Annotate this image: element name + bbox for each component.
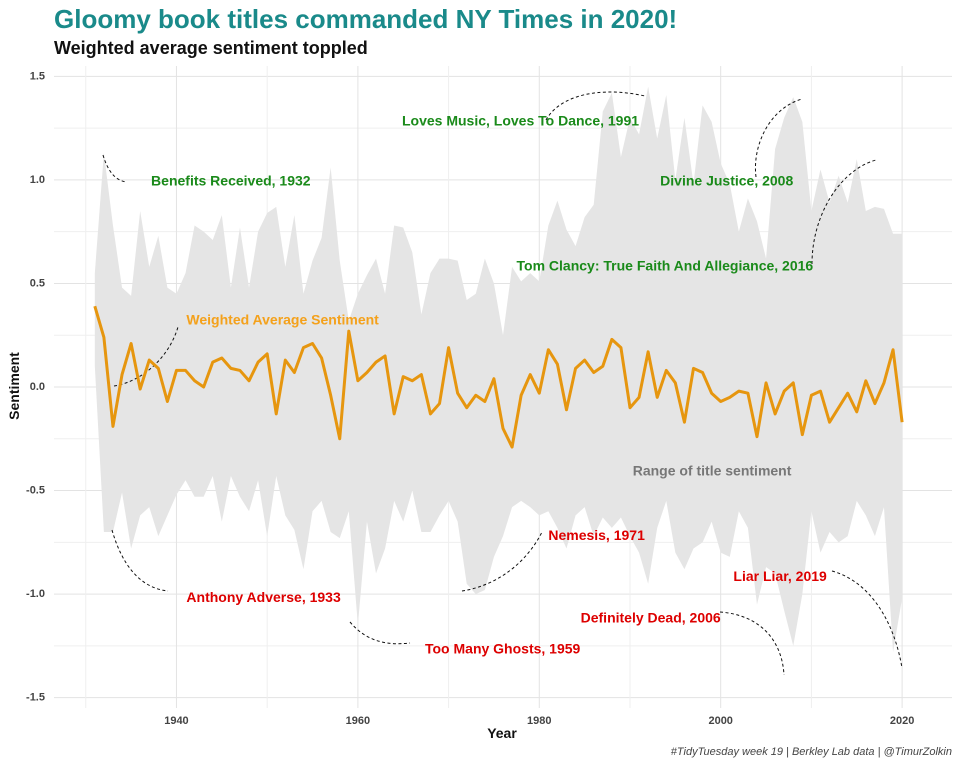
y-tick-label: 0.0 (30, 381, 45, 393)
annotation-connector (545, 91, 646, 121)
title-annotation: Too Many Ghosts, 1959 (425, 641, 581, 657)
title-annotation: Loves Music, Loves To Dance, 1991 (402, 113, 639, 129)
y-tick-label: -1.0 (26, 588, 45, 600)
axis-ticks: 1940 1960 1980 2000 2020 -1.5 -1.0 -0.5 0.0 0.5 1.… (26, 70, 914, 727)
y-tick-label: -0.5 (26, 484, 45, 496)
chart-title: Gloomy book titles commanded NY Times in… (54, 4, 678, 34)
x-axis-title: Year (487, 725, 517, 741)
y-axis-title: Sentiment (6, 352, 22, 420)
y-tick-label: 1.5 (30, 70, 45, 82)
title-annotation: Benefits Received, 1932 (151, 173, 311, 189)
y-tick-label: 1.0 (30, 174, 45, 186)
y-tick-label: -1.5 (26, 692, 45, 704)
caption: #TidyTuesday week 19 | Berkley Lab data … (670, 746, 952, 758)
annotations: Loves Music, Loves To Dance, 1991 Benefit… (151, 113, 827, 657)
x-tick-label: 1960 (346, 715, 370, 727)
x-tick-label: 1980 (527, 715, 551, 727)
annotation-connector (111, 529, 169, 592)
title-annotation: Anthony Adverse, 1933 (186, 589, 341, 605)
annotation-connector (811, 159, 877, 265)
title-annotation: Nemesis, 1971 (548, 527, 645, 543)
sentiment-range-ribbon (94, 86, 903, 653)
x-tick-label: 2020 (890, 715, 914, 727)
annotation-connector (831, 570, 903, 669)
annotation-connector (349, 621, 411, 645)
series-label: Range of title sentiment (633, 463, 792, 479)
weighted-average-line (93, 305, 904, 449)
title-annotation: Tom Clancy: True Faith And Allegiance, 2… (517, 258, 814, 274)
annotation-connector (102, 154, 128, 183)
title-annotation: Divine Justice, 2008 (660, 173, 793, 189)
title-annotation: Liar Liar, 2019 (733, 568, 827, 584)
x-tick-label: 2000 (708, 715, 732, 727)
chart-subtitle: Weighted average sentiment toppled (54, 38, 368, 58)
annotation-connector (461, 531, 543, 592)
series-label: Weighted Average Sentiment (186, 311, 379, 327)
x-tick-label: 1940 (164, 715, 188, 727)
annotation-connector (719, 611, 785, 676)
title-annotation: Definitely Dead, 2006 (581, 610, 721, 626)
y-tick-label: 0.5 (30, 277, 45, 289)
